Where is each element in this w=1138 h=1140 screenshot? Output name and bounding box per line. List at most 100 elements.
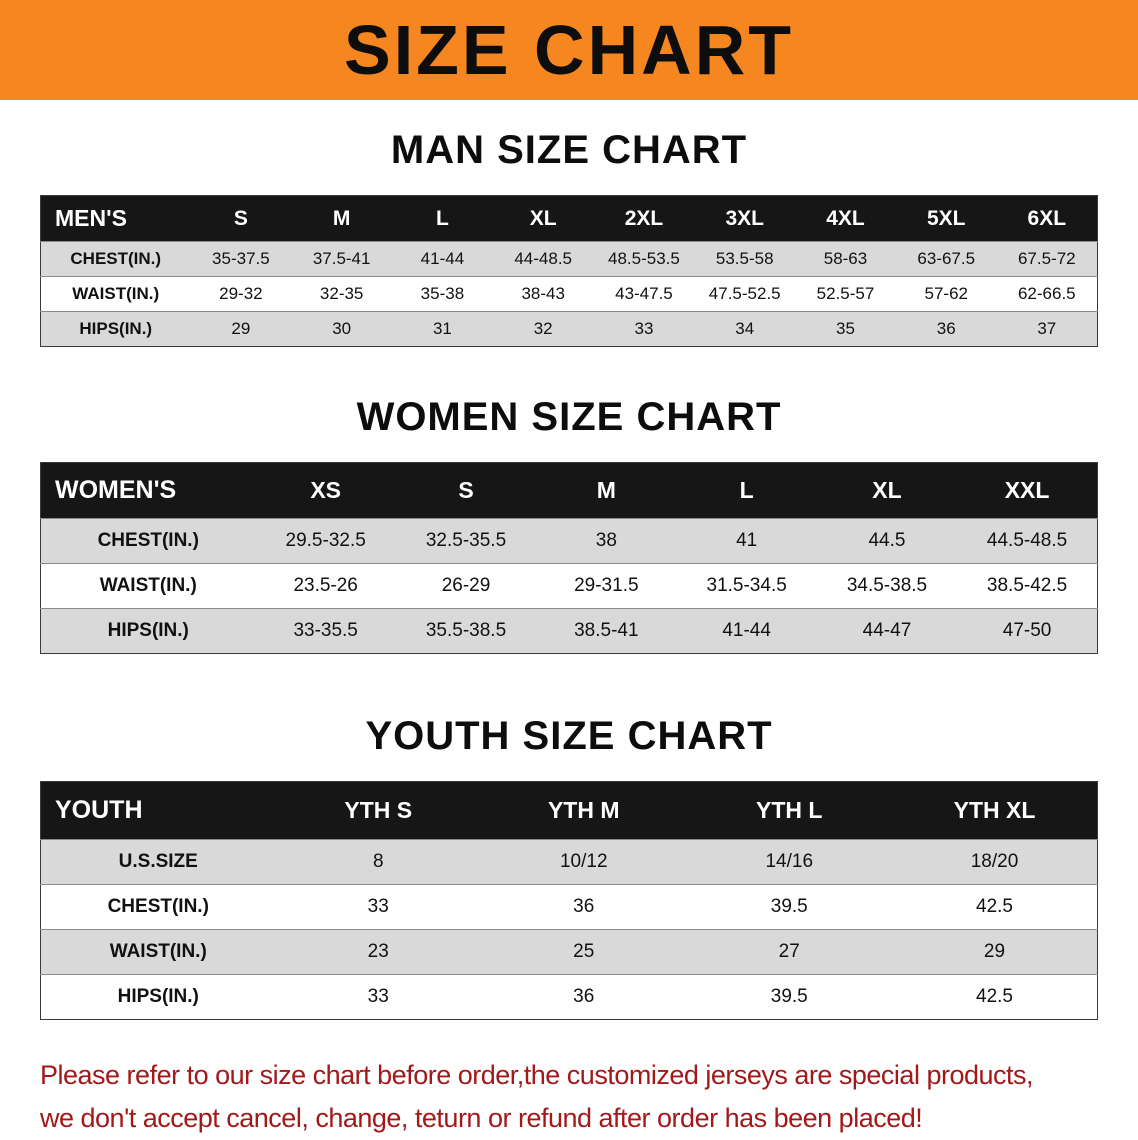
size-value-cell: 52.5-57	[795, 276, 896, 312]
section-women: WOMEN SIZE CHART WOMEN'S XS S M L XL XXL CHEST(…	[0, 395, 1138, 654]
size-value-cell: 34	[694, 311, 796, 347]
table-row: HIPS(IN.) 33-35.5 35.5-38.5 38.5-41 41-44 44-…	[40, 608, 1098, 654]
size-value-cell: 26-29	[395, 563, 537, 609]
size-column-header: YTH L	[686, 781, 892, 840]
size-value-cell: 41-44	[392, 241, 493, 277]
size-column-header: XL	[492, 195, 594, 242]
size-column-header: 3XL	[694, 195, 796, 242]
men-section-title: MAN SIZE CHART	[390, 128, 748, 172]
section-men: MAN SIZE CHART MEN'S S M L XL 2XL 3XL 4XL 5XL 6XL…	[0, 128, 1138, 347]
size-value-cell: 41	[676, 518, 817, 564]
table-row: U.S.SIZE 8 10/12 14/16 18/20	[40, 839, 1098, 885]
size-value-cell: 35.5-38.5	[395, 608, 537, 654]
size-value-cell: 29-31.5	[536, 563, 677, 609]
order-notice: Please refer to our size chart before or…	[0, 1054, 1138, 1140]
size-value-cell: 67.5-72	[996, 241, 1098, 277]
size-value-cell: 36	[895, 311, 997, 347]
size-value-cell: 33	[593, 311, 695, 347]
size-value-cell: 53.5-58	[694, 241, 796, 277]
size-value-cell: 29	[892, 929, 1098, 975]
size-value-cell: 23.5-26	[255, 563, 396, 609]
row-label: CHEST(IN.)	[40, 241, 191, 277]
size-column-header: S	[395, 462, 537, 519]
table-row: CHEST(IN.) 33 36 39.5 42.5	[40, 884, 1098, 930]
size-value-cell: 48.5-53.5	[593, 241, 695, 277]
size-value-cell: 37.5-41	[291, 241, 393, 277]
size-value-cell: 33	[275, 974, 481, 1020]
size-column-header: XL	[816, 462, 958, 519]
row-label: CHEST(IN.)	[40, 884, 276, 930]
size-value-cell: 47.5-52.5	[694, 276, 796, 312]
youth-size-table: YOUTH YTH S YTH M YTH L YTH XL U.S.SIZE 8 10/12…	[40, 781, 1098, 1020]
men-size-table: MEN'S S M L XL 2XL 3XL 4XL 5XL 6XL CHEST(IN.) 35-37…	[40, 195, 1098, 347]
table-header-row: MEN'S S M L XL 2XL 3XL 4XL 5XL 6XL	[40, 195, 1098, 242]
table-corner-label: MEN'S	[40, 195, 191, 242]
size-value-cell: 30	[291, 311, 393, 347]
size-value-cell: 38-43	[492, 276, 594, 312]
size-value-cell: 34.5-38.5	[816, 563, 958, 609]
size-column-header: YTH S	[275, 781, 481, 840]
size-value-cell: 44.5-48.5	[957, 518, 1098, 564]
size-value-cell: 25	[481, 929, 687, 975]
size-value-cell: 47-50	[957, 608, 1098, 654]
size-column-header: L	[392, 195, 493, 242]
size-value-cell: 42.5	[892, 974, 1098, 1020]
size-value-cell: 32.5-35.5	[395, 518, 537, 564]
size-value-cell: 29	[190, 311, 292, 347]
size-value-cell: 39.5	[686, 974, 892, 1020]
row-label: CHEST(IN.)	[40, 518, 256, 564]
row-label: HIPS(IN.)	[40, 974, 276, 1020]
size-value-cell: 57-62	[895, 276, 997, 312]
size-value-cell: 27	[686, 929, 892, 975]
size-value-cell: 29-32	[190, 276, 292, 312]
size-value-cell: 62-66.5	[996, 276, 1098, 312]
row-label: WAIST(IN.)	[40, 563, 256, 609]
table-row: CHEST(IN.) 29.5-32.5 32.5-35.5 38 41 44.5 44.5…	[40, 518, 1098, 564]
size-column-header: XXL	[957, 462, 1098, 519]
row-label: HIPS(IN.)	[40, 608, 256, 654]
table-row: WAIST(IN.) 23 25 27 29	[40, 929, 1098, 975]
banner-title: SIZE CHART	[344, 11, 794, 89]
size-column-header: L	[676, 462, 817, 519]
women-size-table: WOMEN'S XS S M L XL XXL CHEST(IN.) 29.5-32.5 32.5…	[40, 462, 1098, 654]
size-column-header: 4XL	[795, 195, 896, 242]
table-row: CHEST(IN.) 35-37.5 37.5-41 41-44 44-48.5 48.5…	[40, 241, 1098, 277]
table-row: HIPS(IN.) 33 36 39.5 42.5	[40, 974, 1098, 1020]
size-value-cell: 35-38	[392, 276, 493, 312]
size-value-cell: 38	[536, 518, 677, 564]
size-value-cell: 44-47	[816, 608, 958, 654]
size-value-cell: 38.5-42.5	[957, 563, 1098, 609]
size-value-cell: 32	[492, 311, 594, 347]
order-notice-line-1: Please refer to our size chart before or…	[40, 1060, 1034, 1090]
size-column-header: XS	[255, 462, 396, 519]
size-value-cell: 63-67.5	[895, 241, 997, 277]
size-value-cell: 58-63	[795, 241, 896, 277]
size-value-cell: 33-35.5	[255, 608, 396, 654]
size-value-cell: 41-44	[676, 608, 817, 654]
table-row: HIPS(IN.) 29 30 31 32 33 34 35 36 37	[40, 311, 1098, 347]
table-row: WAIST(IN.) 29-32 32-35 35-38 38-43 43-47.5 47.…	[40, 276, 1098, 312]
size-value-cell: 18/20	[892, 839, 1098, 885]
youth-section-title: YOUTH SIZE CHART	[365, 714, 773, 758]
size-chart-banner: SIZE CHART	[0, 0, 1138, 100]
size-value-cell: 33	[275, 884, 481, 930]
size-value-cell: 31.5-34.5	[676, 563, 817, 609]
table-header-row: WOMEN'S XS S M L XL XXL	[40, 462, 1098, 519]
size-column-header: 6XL	[996, 195, 1098, 242]
size-value-cell: 8	[275, 839, 481, 885]
size-value-cell: 35	[795, 311, 896, 347]
size-column-header: YTH XL	[892, 781, 1098, 840]
row-label: U.S.SIZE	[40, 839, 276, 885]
table-row: WAIST(IN.) 23.5-26 26-29 29-31.5 31.5-34.5 34…	[40, 563, 1098, 609]
size-value-cell: 10/12	[481, 839, 687, 885]
size-value-cell: 14/16	[686, 839, 892, 885]
size-value-cell: 23	[275, 929, 481, 975]
size-value-cell: 32-35	[291, 276, 393, 312]
size-column-header: 2XL	[593, 195, 695, 242]
size-value-cell: 44-48.5	[492, 241, 594, 277]
size-value-cell: 31	[392, 311, 493, 347]
table-header-row: YOUTH YTH S YTH M YTH L YTH XL	[40, 781, 1098, 840]
size-value-cell: 36	[481, 974, 687, 1020]
row-label: HIPS(IN.)	[40, 311, 191, 347]
table-corner-label: WOMEN'S	[40, 462, 256, 519]
